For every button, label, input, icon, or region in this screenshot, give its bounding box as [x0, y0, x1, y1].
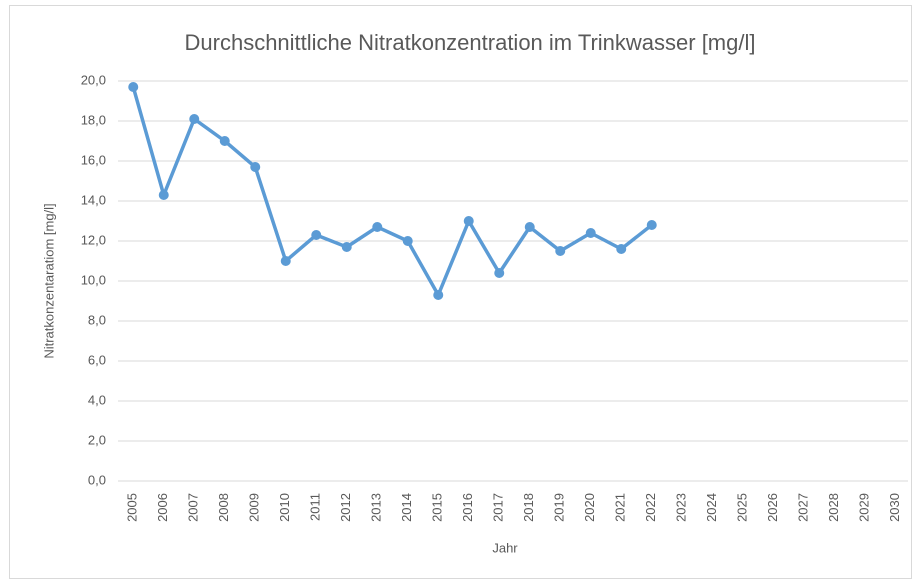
data-point: [128, 82, 139, 92]
x-tick-label: 2021: [613, 493, 628, 522]
y-tick-label: 2,0: [88, 432, 106, 447]
x-tick-label: 2018: [521, 493, 536, 522]
data-point: [524, 222, 535, 232]
data-point: [555, 246, 566, 256]
x-tick-label: 2027: [796, 493, 811, 522]
x-tick-label: 2025: [735, 493, 750, 522]
x-tick-label: 2007: [186, 493, 201, 522]
data-point: [158, 190, 169, 200]
chart-title: Durchschnittliche Nitratkonzentration im…: [185, 30, 756, 55]
x-tick-label: 2013: [369, 493, 384, 522]
x-axis-label: Jahr: [492, 540, 518, 555]
data-point: [311, 230, 322, 240]
x-tick-label: 2028: [826, 493, 841, 522]
x-tick-label: 2019: [552, 493, 567, 522]
x-tick-label: 2020: [582, 493, 597, 522]
data-point: [494, 268, 505, 278]
y-tick-label: 6,0: [88, 352, 106, 367]
data-point: [433, 290, 444, 300]
x-tick-label: 2012: [338, 493, 353, 522]
data-line: [131, 85, 654, 297]
data-point: [341, 242, 352, 252]
x-tick-label: 2011: [308, 493, 323, 521]
x-tick-label: 2015: [430, 493, 445, 522]
data-point: [372, 222, 383, 232]
x-tick-label: 2009: [247, 493, 262, 522]
x-tick-label: 2008: [216, 493, 231, 522]
data-point: [646, 220, 657, 230]
y-tick-label: 4,0: [88, 392, 106, 407]
data-point: [219, 136, 230, 146]
y-tick-label: 16,0: [81, 152, 106, 167]
x-tick-label: 2014: [399, 493, 414, 522]
y-tick-label: 8,0: [88, 312, 106, 327]
y-axis-label: Nitratkonzentaratiom [mg/l]: [41, 203, 56, 358]
x-tick-label: 2017: [491, 493, 506, 522]
x-tick-label: 2006: [155, 493, 170, 522]
data-point: [402, 236, 413, 246]
y-tick-label: 0,0: [88, 472, 106, 487]
y-tick-label: 14,0: [81, 192, 106, 207]
x-tick-label: 2023: [674, 493, 689, 522]
data-point: [250, 162, 261, 172]
y-tick-label: 20,0: [81, 72, 106, 87]
y-tick-label: 10,0: [81, 272, 106, 287]
x-tick-label: 2030: [887, 493, 902, 522]
data-point: [189, 114, 200, 124]
data-point: [463, 216, 474, 226]
x-tick-label: 2010: [277, 493, 292, 522]
x-tick-label: 2022: [643, 493, 658, 522]
data-point: [280, 256, 291, 266]
data-point: [616, 244, 627, 254]
x-tick-label: 2029: [857, 493, 872, 522]
x-tick-label: 2005: [125, 493, 140, 522]
data-point: [585, 228, 596, 238]
x-tick-label: 2016: [460, 493, 475, 522]
chart-border: [9, 5, 912, 579]
x-tick-label: 2026: [765, 493, 780, 522]
y-tick-label: 12,0: [81, 232, 106, 247]
x-tick-label: 2024: [704, 493, 719, 522]
y-tick-label: 18,0: [81, 112, 106, 127]
